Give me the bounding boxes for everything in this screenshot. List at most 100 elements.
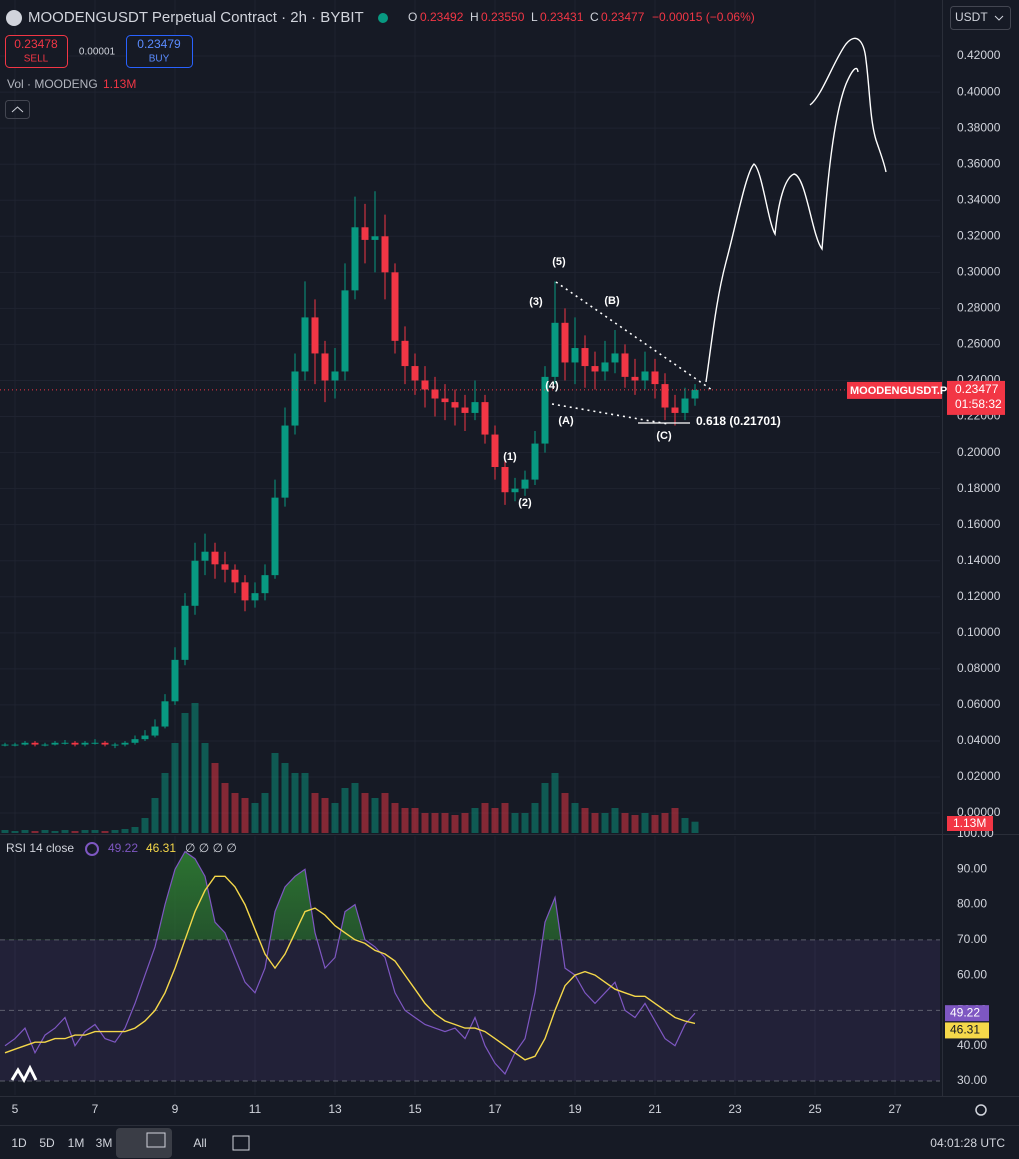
- y-tick-label: 0.06000: [957, 697, 1001, 711]
- candle-body: [411, 366, 419, 381]
- volume-bar: [331, 803, 339, 833]
- hand-drawing: [705, 67, 859, 383]
- x-tick-label: 27: [888, 1102, 902, 1116]
- rsi-pane: [0, 850, 940, 1082]
- range-button[interactable]: 1M: [68, 1136, 85, 1150]
- collapse-button[interactable]: [5, 100, 30, 119]
- buy-price: 0.23479: [137, 37, 181, 51]
- rsi-tag: [945, 1005, 989, 1022]
- candle-body: [251, 593, 259, 601]
- candle-body: [321, 353, 329, 381]
- candle-body: [151, 726, 159, 736]
- sell-button[interactable]: [5, 35, 68, 68]
- volume-legend-value: 1.13M: [103, 77, 136, 91]
- rsi-tick-label: 30.00: [957, 1073, 987, 1087]
- market-status: [378, 13, 388, 23]
- range-button[interactable]: All: [193, 1136, 206, 1150]
- y-tick-label: 0.34000: [957, 192, 1001, 206]
- candle-body: [131, 739, 139, 743]
- settings-icon[interactable]: [975, 1104, 987, 1116]
- volume-bar: [161, 773, 169, 833]
- candle-body: [381, 236, 389, 273]
- rsi-value: 49.22: [108, 841, 138, 855]
- rsi-ma-value: 46.31: [146, 841, 176, 855]
- volume-bar: [381, 793, 389, 833]
- wave-label: (5): [552, 256, 566, 268]
- volume-bar: [681, 818, 689, 833]
- volume-bar: [171, 743, 179, 833]
- y-tick-label: 0.10000: [957, 625, 1001, 639]
- clock: 04:01:28 UTC: [930, 1136, 1005, 1150]
- currency-select[interactable]: [950, 6, 1011, 30]
- volume-bar: [131, 827, 139, 833]
- wave-label: (C): [656, 430, 672, 442]
- range-button[interactable]: 3M: [96, 1136, 113, 1150]
- x-tick-label: 5: [12, 1102, 19, 1116]
- y-tick-label: 0.14000: [957, 553, 1001, 567]
- volume-bar: [421, 813, 429, 833]
- y-tick-label: 0.32000: [957, 228, 1001, 242]
- volume-bars: [1, 703, 699, 833]
- currency: USDT: [955, 10, 988, 24]
- volume-bar: [671, 808, 679, 833]
- range-button[interactable]: 5D: [39, 1136, 55, 1150]
- volume-bar: [441, 813, 449, 833]
- volume-tag: [947, 816, 993, 831]
- y-tick-label: 0.08000: [957, 661, 1001, 675]
- collapse-icon: [11, 106, 24, 113]
- spread: 0.00001: [79, 47, 116, 58]
- volume-bar: [491, 808, 499, 833]
- candle-body: [661, 384, 669, 408]
- rsi-extra: ∅ ∅ ∅ ∅: [185, 841, 237, 855]
- candle-body: [421, 380, 429, 390]
- volume-bar: [571, 803, 579, 833]
- y-tick-label: 0.16000: [957, 517, 1001, 531]
- volume-bar: [551, 773, 559, 833]
- buy-button[interactable]: [126, 35, 193, 68]
- change: −0.00015 (−0.06%): [652, 10, 755, 24]
- candle-body: [271, 497, 279, 576]
- ohlc-value: 0.23477: [601, 10, 645, 24]
- volume-bar: [311, 793, 319, 833]
- candle-body: [161, 701, 169, 727]
- price-tag: [947, 380, 1005, 415]
- volume-bar: [261, 793, 269, 833]
- candle-body: [211, 551, 219, 565]
- screenshot-button[interactable]: [116, 1128, 172, 1158]
- calendar-icon[interactable]: [232, 1135, 250, 1151]
- candle-body: [681, 398, 689, 413]
- volume-bar: [211, 763, 219, 833]
- candle-body: [571, 348, 579, 363]
- rsi-line: [4, 850, 696, 1075]
- candle-body: [331, 371, 339, 381]
- volume-bar: [651, 815, 659, 833]
- symbol-tag-text: MOODENGUSDT.P: [850, 385, 947, 397]
- x-tick-label: 25: [808, 1102, 822, 1116]
- candle-body: [231, 569, 239, 583]
- candle-body: [91, 742, 99, 744]
- volume-bar: [81, 830, 89, 833]
- volume-bar: [101, 831, 109, 833]
- candle-body: [431, 389, 439, 399]
- volume-bar: [691, 821, 699, 833]
- volume-bar: [301, 773, 309, 833]
- rsi-ma-tag-text: 46.31: [950, 1023, 980, 1037]
- range-button[interactable]: 1D: [11, 1136, 27, 1150]
- y-tick-label: 0.42000: [957, 48, 1001, 62]
- candle-body: [71, 742, 79, 745]
- x-tick-label: 7: [92, 1102, 99, 1116]
- candle-body: [651, 371, 659, 385]
- y-tick-label: 0.36000: [957, 156, 1001, 170]
- rsi-tick-label: 60.00: [957, 967, 987, 981]
- price-tag-value: 0.23477: [955, 382, 999, 396]
- rsi-tick-label: 90.00: [957, 861, 987, 875]
- volume-bar: [561, 793, 569, 833]
- x-tick-label: 17: [488, 1102, 502, 1116]
- wave-labels: (5) (3) (B) (4) (A) (C) (1) (2) 0.618 (0…: [503, 256, 780, 509]
- ohlc-value: 0.23431: [540, 10, 584, 24]
- x-tick-label: 21: [648, 1102, 662, 1116]
- candle-body: [541, 376, 549, 444]
- candle-body: [611, 353, 619, 363]
- volume-bar: [291, 773, 299, 833]
